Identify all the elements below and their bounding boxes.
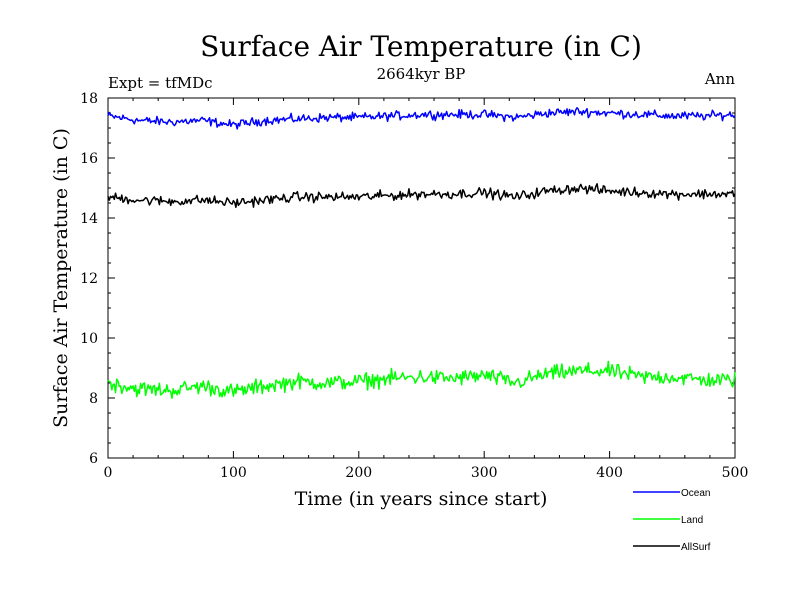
y-tick-label: 6 — [89, 451, 98, 467]
legend: Ocean Land AllSurf — [633, 488, 711, 553]
legend-label-allsurf: AllSurf — [681, 542, 711, 553]
chart-title: Surface Air Temperature (in C) — [200, 30, 642, 63]
x-tick-label: 100 — [220, 465, 247, 481]
x-tick-label: 400 — [596, 465, 623, 481]
x-tick-label: 300 — [471, 465, 498, 481]
x-tick-label: 200 — [345, 465, 372, 481]
season-label: Ann — [704, 70, 735, 88]
legend-label-land: Land — [681, 515, 703, 526]
x-tick-label: 500 — [722, 465, 749, 481]
series-line-land — [107, 360, 736, 399]
y-tick-label: 12 — [80, 271, 98, 287]
experiment-label: Expt = tfMDc — [108, 74, 213, 92]
y-tick-label: 10 — [80, 331, 98, 347]
axes: 0 100 200 300 400 500 6 8 10 12 14 16 18 — [80, 91, 748, 481]
y-tick-label: 14 — [80, 211, 98, 227]
y-axis-label: Surface Air Temperature (in C) — [50, 128, 72, 428]
chart-subtitle: 2664kyr BP — [377, 65, 466, 83]
legend-label-ocean: Ocean — [681, 488, 710, 499]
series-line-ocean — [107, 107, 736, 130]
x-axis-label: Time (in years since start) — [295, 488, 548, 510]
x-tick-label: 0 — [104, 465, 113, 481]
series-line-allsurf — [107, 183, 736, 209]
y-tick-label: 16 — [80, 151, 98, 167]
plot-lines — [107, 107, 736, 399]
plot-frame — [107, 97, 736, 459]
y-tick-label: 18 — [80, 91, 98, 107]
y-tick-label: 8 — [89, 391, 98, 407]
